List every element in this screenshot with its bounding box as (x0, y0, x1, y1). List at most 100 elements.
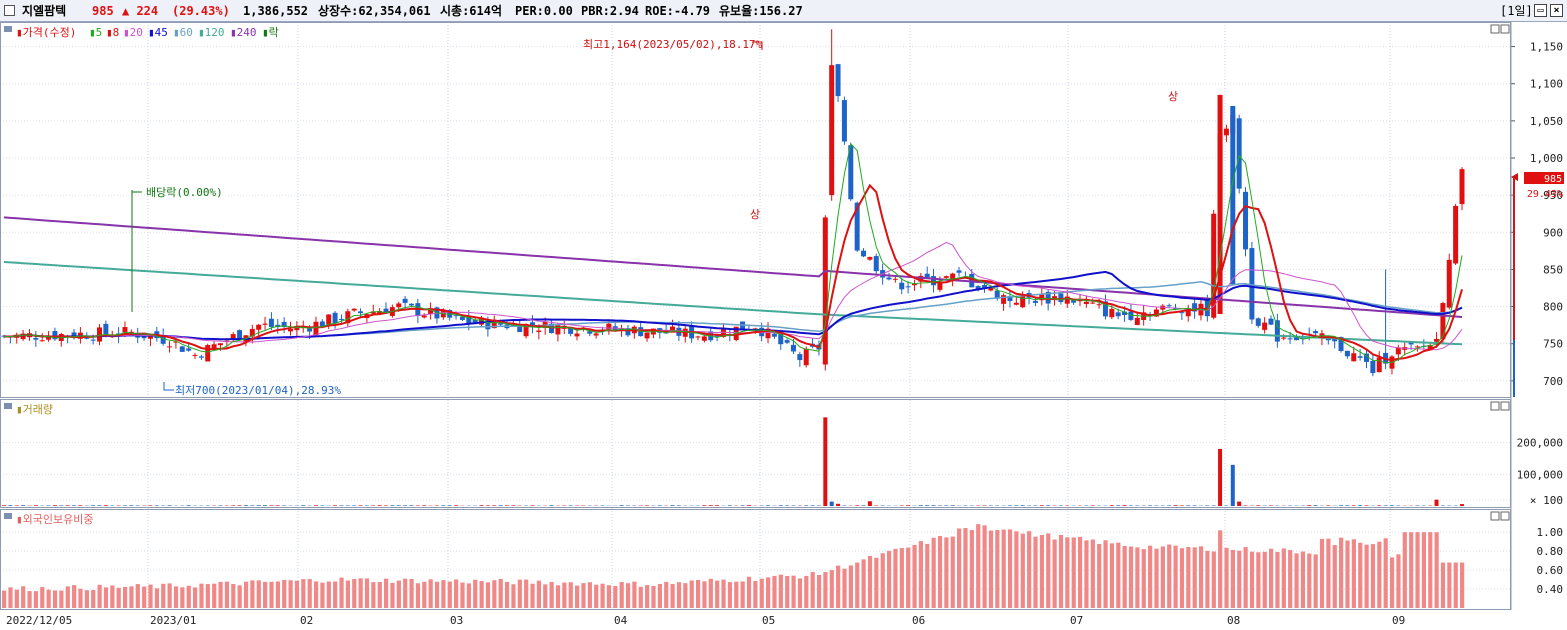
candle-body (1071, 300, 1077, 303)
candle-body (421, 315, 427, 318)
foreign-ratio-bar (371, 582, 376, 608)
candle-body (39, 340, 45, 342)
candle-body (351, 308, 357, 311)
x-tick-label: 02 (300, 614, 313, 627)
volume-bar (1116, 505, 1121, 506)
panel-close-icon[interactable] (1500, 401, 1510, 411)
volume-bar (1205, 505, 1210, 506)
foreign-ratio-bar (727, 582, 733, 608)
y-tick-label: 100,000 (1517, 468, 1563, 481)
candle-body (1357, 356, 1363, 358)
foreign-ratio-bar (645, 585, 650, 608)
foreign-ratio-bar (1007, 529, 1013, 608)
volume-bar (479, 505, 484, 506)
panel-menu-icon[interactable] (4, 403, 12, 409)
foreign-ratio-bar (110, 585, 115, 608)
foreign-ratio-bar (59, 590, 64, 608)
volume-bar (1237, 501, 1242, 506)
panel-min-icon[interactable] (1490, 511, 1500, 521)
foreign-ratio-bar (575, 585, 580, 608)
volume-bar (740, 505, 745, 506)
upper-limit-mark-2: 상 (1168, 90, 1178, 103)
foreign-ratio-bar (313, 581, 319, 608)
volume-bar (950, 505, 955, 506)
candle-body (1236, 118, 1242, 189)
candle-body (1281, 337, 1287, 339)
panel-min-icon[interactable] (1490, 24, 1500, 34)
foreign-ratio-bar (702, 581, 707, 608)
volume-bar (785, 505, 790, 506)
foreign-ratio-bar (1358, 542, 1363, 608)
panel-menu-icon[interactable] (4, 513, 12, 519)
volume-bar (269, 505, 274, 506)
candle-body (485, 319, 491, 330)
foreign-ratio-bar (1205, 550, 1210, 608)
ma8-line (3, 183, 1463, 362)
candle-body (1370, 360, 1376, 374)
foreign-ratio-bar (161, 583, 166, 608)
candle-body (122, 327, 128, 333)
period-label[interactable]: [1일] (1500, 4, 1533, 18)
foreign-ratio-bar (1249, 551, 1255, 608)
candle-body (383, 308, 389, 314)
candle-body (211, 344, 217, 350)
foreign-ratio-bar (587, 582, 592, 608)
candle-body (784, 340, 790, 343)
panel-min-icon[interactable] (1490, 401, 1500, 411)
foreign-ratio-bar (823, 572, 828, 608)
volume-bar (804, 505, 809, 506)
foreign-ratio-bar (1307, 553, 1312, 608)
candle-body (313, 321, 319, 336)
panel-menu-icon[interactable] (4, 26, 12, 32)
foreign-ratio-bar (504, 581, 510, 608)
panel-close-icon[interactable] (1500, 24, 1510, 34)
candle-body (931, 276, 937, 286)
foreign-ratio-bar (1339, 537, 1344, 608)
candle-body (147, 335, 153, 339)
foreign-ratio-bar (1109, 543, 1115, 608)
foreign-ratio-bar (740, 581, 745, 608)
y-tick-label: 0.80 (1537, 545, 1564, 558)
legend-ma240: ▮240 (230, 26, 257, 39)
foreign-ratio-bar (1058, 534, 1064, 608)
foreign-ratio-bar (142, 586, 147, 608)
foreign-ratio-bar (1097, 544, 1102, 608)
foreign-ratio-bar (517, 579, 522, 608)
foreign-ratio-bar (549, 581, 554, 608)
foreign-ratio-bar (358, 578, 363, 608)
candle-body (1007, 296, 1013, 302)
candle-body (1395, 347, 1401, 355)
volume-bar (256, 505, 261, 506)
foreign-ratio-bar (1077, 536, 1083, 608)
candle-body (1096, 304, 1102, 306)
foreign-ratio-bar (555, 585, 561, 608)
foreign-ratio-bar (275, 581, 280, 608)
volume-bar (447, 505, 452, 506)
volume-bar (441, 505, 446, 506)
maximize-icon[interactable]: ▭ (1534, 4, 1547, 17)
current-price-label: 985 (1544, 174, 1562, 185)
candle-body (950, 273, 956, 280)
low-arrow-icon (163, 382, 174, 391)
panel-close-icon[interactable] (1500, 511, 1510, 521)
close-icon[interactable]: × (1550, 4, 1563, 17)
candle-body (720, 329, 726, 337)
volume-bar (1148, 505, 1153, 506)
foreign-ratio-bar (46, 589, 51, 608)
select-checkbox[interactable] (4, 5, 15, 16)
foreign-ratio-bar (543, 584, 548, 608)
volume-bar (377, 505, 382, 506)
volume-bar (1167, 505, 1172, 506)
volume-bar (906, 505, 911, 506)
volume-bar (1268, 505, 1273, 506)
candle-body (1192, 303, 1198, 312)
candle-body (1332, 338, 1338, 342)
dividend-annotation: 배당락(0.00%) (146, 186, 223, 199)
foreign-ratio-bar (1186, 547, 1191, 608)
foreign-ratio-bar (1345, 540, 1350, 608)
chart-canvas: 2022/12/05 2023/01 02 03 04 05 06 07 08 09 700 750 8… (0, 22, 1564, 627)
candle-body (529, 322, 535, 327)
candle-body (1262, 322, 1268, 330)
volume-bar (1007, 505, 1012, 506)
foreign-ratio-bar (791, 575, 796, 608)
